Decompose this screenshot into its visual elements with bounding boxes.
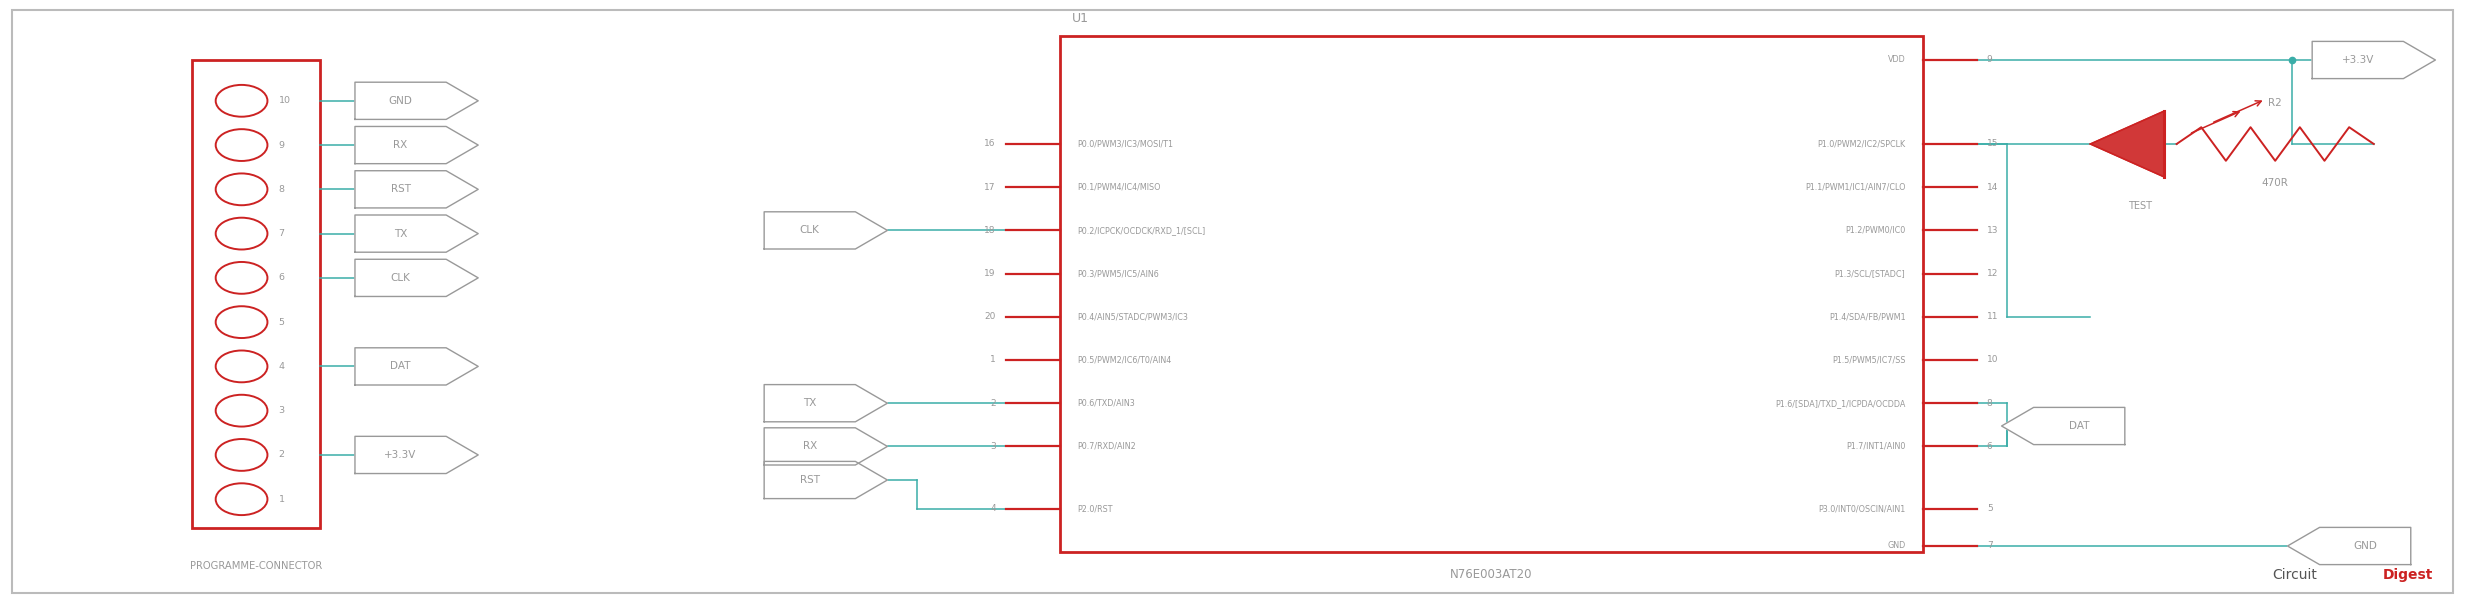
Text: 4: 4 xyxy=(279,362,283,371)
Text: 2: 2 xyxy=(279,451,283,460)
Text: CLK: CLK xyxy=(799,226,821,235)
Text: CLK: CLK xyxy=(389,273,412,283)
Text: 7: 7 xyxy=(279,229,283,238)
Ellipse shape xyxy=(217,85,269,116)
Polygon shape xyxy=(2002,407,2125,445)
Text: 9: 9 xyxy=(1987,55,1992,64)
Text: RX: RX xyxy=(804,442,816,451)
Text: TX: TX xyxy=(394,229,407,239)
Text: P1.1/PWM1/IC1/AIN7/CLO: P1.1/PWM1/IC1/AIN7/CLO xyxy=(1804,182,1905,192)
Text: 5: 5 xyxy=(279,317,283,326)
Text: P2.0/RST: P2.0/RST xyxy=(1077,504,1112,513)
Text: 7: 7 xyxy=(1987,541,1992,551)
Text: P0.7/RXD/AIN2: P0.7/RXD/AIN2 xyxy=(1077,442,1136,451)
Text: TX: TX xyxy=(804,398,816,408)
Text: 17: 17 xyxy=(984,182,996,192)
Text: P0.2/ICPCK/OCDCK/RXD_1/[SCL]: P0.2/ICPCK/OCDCK/RXD_1/[SCL] xyxy=(1077,226,1205,235)
Text: P0.0/PWM3/IC3/MOSI/T1: P0.0/PWM3/IC3/MOSI/T1 xyxy=(1077,139,1173,148)
Polygon shape xyxy=(2312,41,2435,79)
Text: 3: 3 xyxy=(279,406,283,415)
Text: 470R: 470R xyxy=(2263,178,2288,188)
Text: 13: 13 xyxy=(1987,226,1999,235)
Text: RST: RST xyxy=(389,184,412,194)
Bar xyxy=(192,60,320,528)
Text: P0.4/AIN5/STADC/PWM3/IC3: P0.4/AIN5/STADC/PWM3/IC3 xyxy=(1077,312,1188,322)
Text: U1: U1 xyxy=(1072,11,1090,25)
Text: 15: 15 xyxy=(1987,139,1999,148)
Ellipse shape xyxy=(217,129,269,161)
Text: +3.3V: +3.3V xyxy=(2342,55,2374,65)
Bar xyxy=(1060,36,1923,552)
Text: +3.3V: +3.3V xyxy=(385,450,417,460)
Text: RX: RX xyxy=(394,140,407,150)
Polygon shape xyxy=(355,436,478,473)
Text: P1.4/SDA/FB/PWM1: P1.4/SDA/FB/PWM1 xyxy=(1829,312,1905,322)
Text: P1.0/PWM2/IC2/SPCLK: P1.0/PWM2/IC2/SPCLK xyxy=(1817,139,1905,148)
Text: PROGRAMME-CONNECTOR: PROGRAMME-CONNECTOR xyxy=(190,561,323,571)
Text: VDD: VDD xyxy=(1888,55,1905,64)
Polygon shape xyxy=(764,461,887,499)
Text: 18: 18 xyxy=(984,226,996,235)
Text: DAT: DAT xyxy=(2068,421,2090,431)
Text: 8: 8 xyxy=(279,185,283,194)
Text: 14: 14 xyxy=(1987,182,1999,192)
Text: Circuit: Circuit xyxy=(2273,568,2317,582)
Text: RST: RST xyxy=(799,475,821,485)
Ellipse shape xyxy=(217,395,269,427)
Text: 4: 4 xyxy=(991,504,996,513)
Polygon shape xyxy=(355,259,478,296)
Text: 1: 1 xyxy=(279,494,283,504)
Text: 3: 3 xyxy=(991,442,996,451)
Text: P1.2/PWM0/IC0: P1.2/PWM0/IC0 xyxy=(1846,226,1905,235)
Polygon shape xyxy=(2090,111,2164,177)
Text: 8: 8 xyxy=(1987,398,1992,408)
Ellipse shape xyxy=(217,262,269,294)
Text: P1.5/PWM5/IC7/SS: P1.5/PWM5/IC7/SS xyxy=(1831,355,1905,364)
Ellipse shape xyxy=(217,439,269,471)
Text: P0.6/TXD/AIN3: P0.6/TXD/AIN3 xyxy=(1077,398,1134,408)
Text: P3.0/INT0/OSCIN/AIN1: P3.0/INT0/OSCIN/AIN1 xyxy=(1819,504,1905,513)
Text: P1.6/[SDA]/TXD_1/ICPDA/OCDDA: P1.6/[SDA]/TXD_1/ICPDA/OCDDA xyxy=(1775,398,1905,408)
Text: 5: 5 xyxy=(1987,504,1992,513)
Text: TEST: TEST xyxy=(2127,201,2152,211)
Text: N76E003AT20: N76E003AT20 xyxy=(1449,568,1533,581)
Ellipse shape xyxy=(217,173,269,205)
Text: GND: GND xyxy=(389,96,412,106)
Text: DAT: DAT xyxy=(389,361,412,371)
Text: P0.1/PWM4/IC4/MISO: P0.1/PWM4/IC4/MISO xyxy=(1077,182,1161,192)
Text: 10: 10 xyxy=(279,96,291,105)
Text: P1.7/INT1/AIN0: P1.7/INT1/AIN0 xyxy=(1846,442,1905,451)
Polygon shape xyxy=(355,215,478,252)
Text: R2: R2 xyxy=(2268,98,2283,108)
Text: P1.3/SCL/[STADC]: P1.3/SCL/[STADC] xyxy=(1834,269,1905,278)
Text: 19: 19 xyxy=(984,269,996,278)
Polygon shape xyxy=(764,428,887,465)
Text: 6: 6 xyxy=(1987,442,1992,451)
Text: 20: 20 xyxy=(984,312,996,322)
Polygon shape xyxy=(355,82,478,119)
Polygon shape xyxy=(355,348,478,385)
Polygon shape xyxy=(764,212,887,249)
Ellipse shape xyxy=(217,218,269,250)
Text: 11: 11 xyxy=(1987,312,1999,322)
Ellipse shape xyxy=(217,484,269,515)
Text: 12: 12 xyxy=(1987,269,1999,278)
Text: P0.3/PWM5/IC5/AIN6: P0.3/PWM5/IC5/AIN6 xyxy=(1077,269,1159,278)
Ellipse shape xyxy=(217,350,269,382)
Text: 6: 6 xyxy=(279,274,283,283)
Text: 16: 16 xyxy=(984,139,996,148)
Text: 9: 9 xyxy=(279,140,283,149)
Text: 10: 10 xyxy=(1987,355,1999,364)
Text: GND: GND xyxy=(1888,541,1905,551)
Polygon shape xyxy=(355,171,478,208)
Polygon shape xyxy=(2288,527,2411,565)
Polygon shape xyxy=(355,127,478,164)
Text: 1: 1 xyxy=(991,355,996,364)
Text: P0.5/PWM2/IC6/T0/AIN4: P0.5/PWM2/IC6/T0/AIN4 xyxy=(1077,355,1171,364)
Polygon shape xyxy=(764,385,887,422)
Text: GND: GND xyxy=(2354,541,2376,551)
Ellipse shape xyxy=(217,306,269,338)
Text: 2: 2 xyxy=(991,398,996,408)
Text: Digest: Digest xyxy=(2384,568,2433,582)
